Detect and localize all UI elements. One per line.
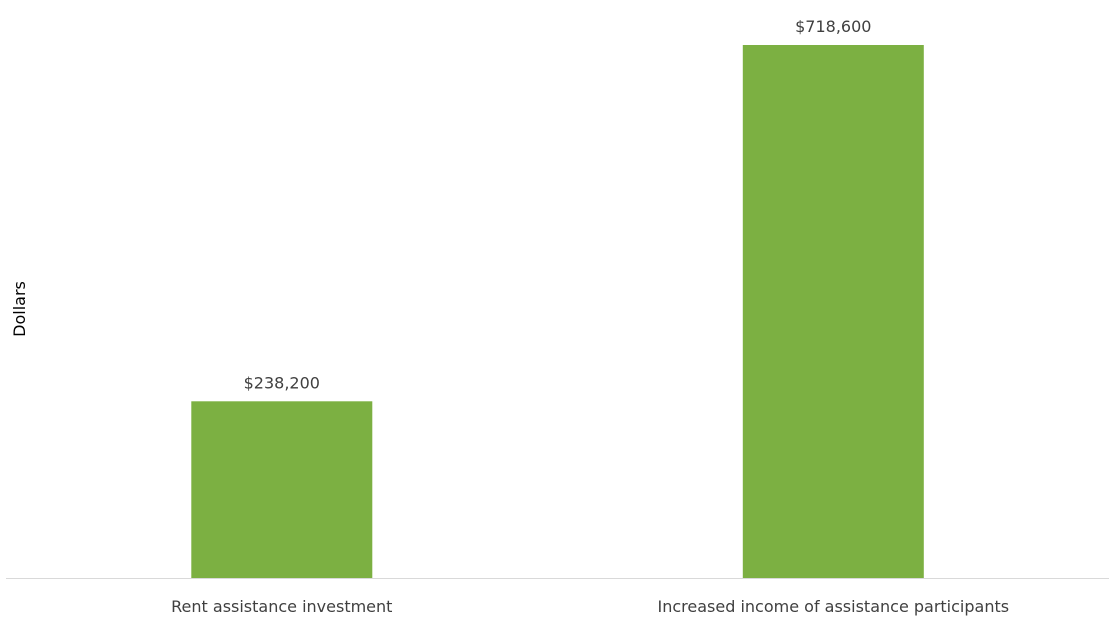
y-axis-title: Dollars xyxy=(10,281,29,337)
data-label-2: $718,600 xyxy=(795,17,871,36)
bar-2 xyxy=(742,45,924,578)
x-tick-label-1: Rent assistance investment xyxy=(171,597,392,616)
x-tick-label-2: Increased income of assistance participa… xyxy=(658,597,1010,616)
bar-1 xyxy=(191,401,373,578)
data-label-1: $238,200 xyxy=(244,373,320,392)
x-tick-labels-group: Rent assistance investment Increased inco… xyxy=(171,597,1009,616)
data-labels-group: $238,200 $718,600 xyxy=(244,17,872,392)
bars-group xyxy=(191,45,924,578)
